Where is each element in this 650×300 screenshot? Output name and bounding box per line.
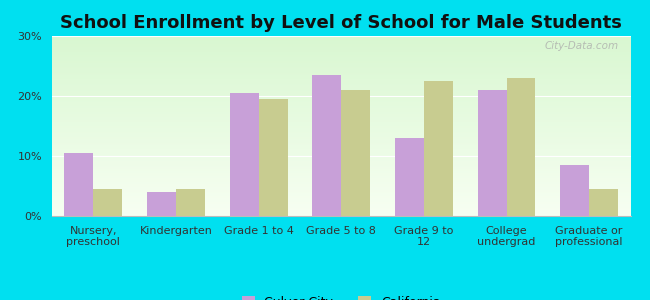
Bar (229, 93, 259, 216)
Title: School Enrollment by Level of School for Male Students: School Enrollment by Level of School for… (60, 14, 622, 32)
Bar (147, 192, 176, 216)
Legend: Culver City, California: Culver City, California (237, 291, 445, 300)
Bar (478, 90, 506, 216)
Bar (589, 189, 618, 216)
Text: City-Data.com: City-Data.com (545, 41, 619, 51)
Bar (341, 90, 370, 216)
Bar (560, 165, 589, 216)
Bar (259, 99, 287, 216)
Bar (176, 189, 205, 216)
Bar (64, 153, 94, 216)
Bar (395, 138, 424, 216)
Bar (506, 78, 536, 216)
Bar (424, 81, 453, 216)
Bar (312, 75, 341, 216)
Bar (94, 189, 122, 216)
